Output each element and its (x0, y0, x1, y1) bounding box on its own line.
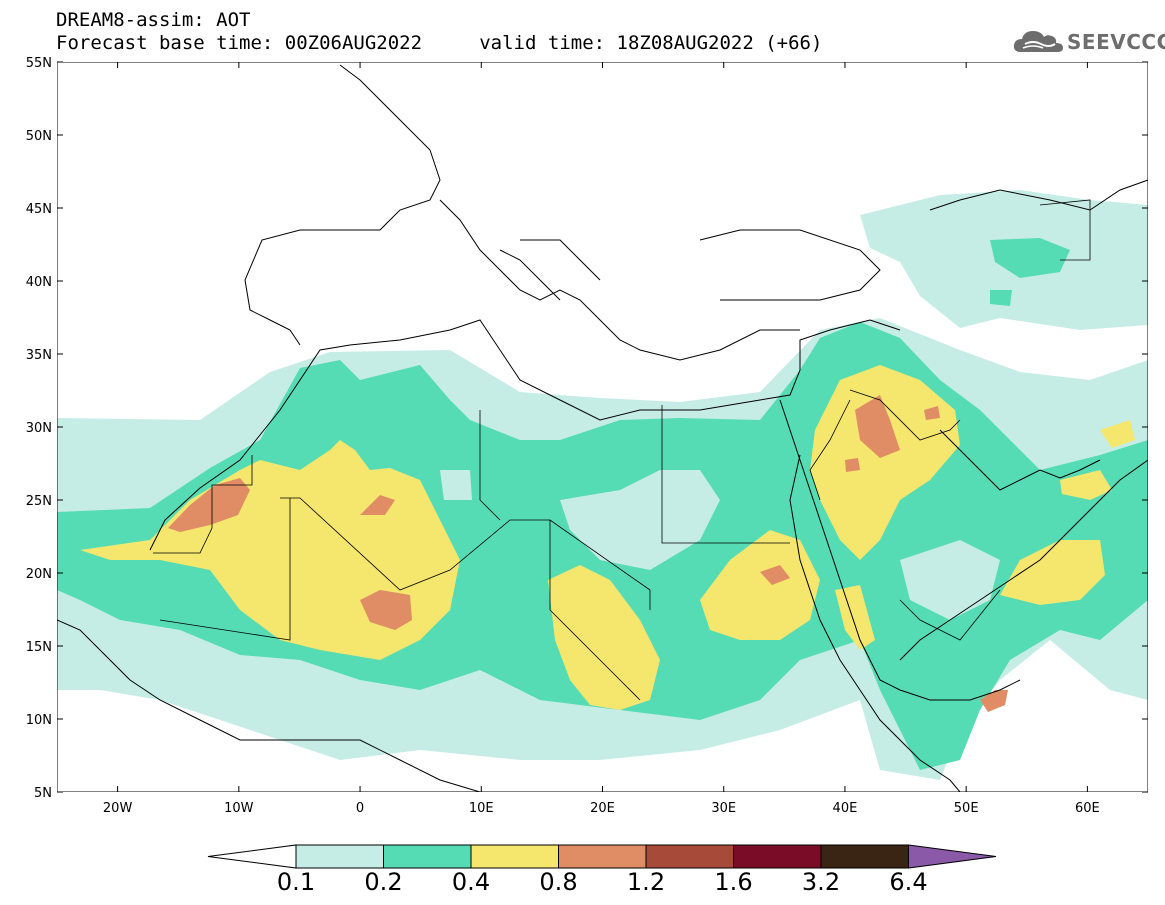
colorbar (207, 844, 997, 869)
lon-tick-label: 20W (103, 801, 133, 816)
aot-contour-very-high (168, 395, 1008, 712)
colorbar-label: 1.2 (626, 868, 666, 896)
cloud-icon (1013, 31, 1063, 52)
colorbar-cell (820, 844, 909, 869)
lon-tick-label: 0 (356, 801, 364, 816)
colorbar-label: 0.4 (451, 868, 491, 896)
lat-tick-label: 50N (26, 129, 52, 144)
colorbar-label: 1.6 (714, 868, 753, 896)
lat-tick-label: 30N (26, 421, 52, 436)
lon-tick-label: 60E (1075, 801, 1100, 816)
seevccc-logo: SEEVCCC (1011, 24, 1165, 58)
lon-tick-label: 20E (590, 801, 615, 816)
colorbar-cell (295, 844, 384, 869)
colorbar-cell (558, 844, 647, 869)
colorbar-cell (733, 844, 822, 869)
lon-tick-label: 10W (224, 801, 254, 816)
colorbar-cell (383, 844, 472, 869)
lat-tick-label: 35N (26, 348, 52, 363)
lon-tick-label: 30E (711, 801, 736, 816)
map-subtitle: Forecast base time: 00Z06AUG2022 valid t… (56, 32, 823, 54)
latitude-axis: 55N 50N 45N 40N 35N 30N 25N 20N 15N 10N 5N (26, 56, 1148, 801)
colorbar-label: 0.8 (539, 868, 578, 896)
map-title: DREAM8-assim: AOT (56, 9, 251, 31)
lat-tick-label: 40N (26, 275, 52, 290)
colorbar-label: 6.4 (889, 868, 928, 896)
lat-tick-label: 5N (34, 786, 52, 801)
lat-tick-label: 15N (26, 640, 52, 655)
aot-field (57, 62, 1148, 792)
colorbar-cell (645, 844, 734, 869)
lon-tick-label: 10E (469, 801, 494, 816)
aot-contour-low-pockets (440, 470, 1000, 620)
colorbar-cell (470, 844, 559, 869)
colorbar-label: 0.1 (276, 868, 316, 896)
logo-text: SEEVCCC (1067, 30, 1165, 54)
lat-tick-label: 25N (26, 494, 52, 509)
longitude-axis: 20W 10W 0 10E 20E 30E 40E 50E 60E (103, 62, 1100, 816)
lon-tick-label: 40E (833, 801, 858, 816)
country-borders (153, 199, 1091, 701)
lat-tick-label: 45N (26, 202, 52, 217)
lon-tick-label: 50E (954, 801, 979, 816)
lat-tick-label: 55N (26, 56, 52, 71)
lat-tick-label: 10N (26, 713, 52, 728)
colorbar-lower-arrow (207, 844, 297, 869)
aot-contour-high (80, 365, 1135, 710)
colorbar-label: 0.2 (364, 868, 403, 896)
colorbar-label: 3.2 (801, 868, 841, 896)
lat-tick-label: 20N (26, 567, 52, 582)
coastlines (57, 64, 1148, 792)
colorbar-upper-arrow (908, 844, 997, 869)
